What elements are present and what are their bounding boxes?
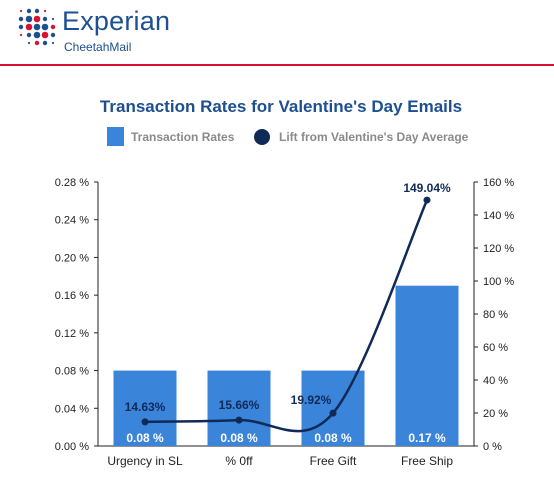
y-right-tick-label: 160 % bbox=[483, 177, 514, 189]
bar bbox=[207, 370, 271, 446]
legend: Transaction Rates Lift from Valentine's … bbox=[107, 127, 469, 146]
legend-label-line: Lift from Valentine's Day Average bbox=[279, 130, 469, 144]
bar bbox=[113, 370, 177, 446]
bar bbox=[395, 285, 459, 446]
y-left-tick-label: 0.20 % bbox=[55, 252, 89, 264]
y-right-tick-label: 100 % bbox=[483, 276, 514, 288]
y-right-tick-label: 20 % bbox=[483, 408, 508, 420]
y-left-tick-label: 0.00 % bbox=[55, 441, 89, 453]
y-left-tick-label: 0.16 % bbox=[55, 290, 89, 302]
y-left-tick-label: 0.12 % bbox=[55, 328, 89, 340]
experian-logo-icon bbox=[18, 8, 56, 46]
x-tick-label: Free Gift bbox=[310, 454, 357, 468]
y-left-tick-label: 0.04 % bbox=[55, 403, 89, 415]
bar-value-label: 0.17 % bbox=[408, 431, 446, 445]
legend-line-swatch bbox=[254, 129, 270, 145]
y-right-tick-label: 80 % bbox=[483, 309, 508, 321]
legend-label-bar: Transaction Rates bbox=[131, 130, 235, 144]
legend-bar-swatch bbox=[107, 127, 124, 146]
axes: 0.00 % 0.04 % 0.08 % 0.12 % 0.16 % 0.20 % 0.24… bbox=[55, 177, 515, 468]
lift-value-label: 14.63% bbox=[125, 400, 166, 414]
header-divider bbox=[0, 64, 554, 66]
y-right-tick-label: 60 % bbox=[483, 342, 508, 354]
bar-value-label: 0.08 % bbox=[314, 431, 352, 445]
y-right-tick-label: 140 % bbox=[483, 210, 514, 222]
lift-value-label: 15.66% bbox=[219, 398, 260, 412]
lift-line-series bbox=[141, 196, 431, 433]
chart: Transaction Rates for Valentine's Day Em… bbox=[55, 97, 515, 468]
lift-line bbox=[144, 199, 429, 433]
header: Experian CheetahMail bbox=[0, 0, 554, 66]
y-right-tick-label: 0 % bbox=[483, 441, 502, 453]
bar-value-label: 0.08 % bbox=[220, 431, 258, 445]
y-left-tick-label: 0.28 % bbox=[55, 177, 89, 189]
chart-title: Transaction Rates for Valentine's Day Em… bbox=[100, 97, 462, 116]
bars bbox=[113, 285, 459, 446]
y-right-tick-label: 40 % bbox=[483, 375, 508, 387]
lift-point bbox=[329, 409, 337, 417]
y-left-tick-label: 0.24 % bbox=[55, 215, 89, 227]
lift-point bbox=[141, 418, 149, 426]
lift-value-label: 149.04% bbox=[403, 181, 451, 195]
y-right-tick-label: 120 % bbox=[483, 243, 514, 255]
lift-point bbox=[423, 196, 431, 204]
bar-value-label: 0.08 % bbox=[126, 431, 164, 445]
lift-point bbox=[235, 416, 243, 424]
x-tick-label: Free Ship bbox=[401, 454, 453, 468]
y-left-tick-label: 0.08 % bbox=[55, 366, 89, 378]
brand-name: Experian bbox=[62, 6, 171, 36]
data-labels: 0.08 % 0.08 % 0.08 % 0.17 % 14.63% 15.66% 19.9… bbox=[125, 181, 451, 445]
x-tick-label: % 0ff bbox=[225, 454, 253, 468]
brand-product: CheetahMail bbox=[64, 40, 132, 54]
bar bbox=[301, 370, 365, 446]
lift-value-label: 19.92% bbox=[291, 393, 332, 407]
x-tick-label: Urgency in SL bbox=[107, 454, 183, 468]
